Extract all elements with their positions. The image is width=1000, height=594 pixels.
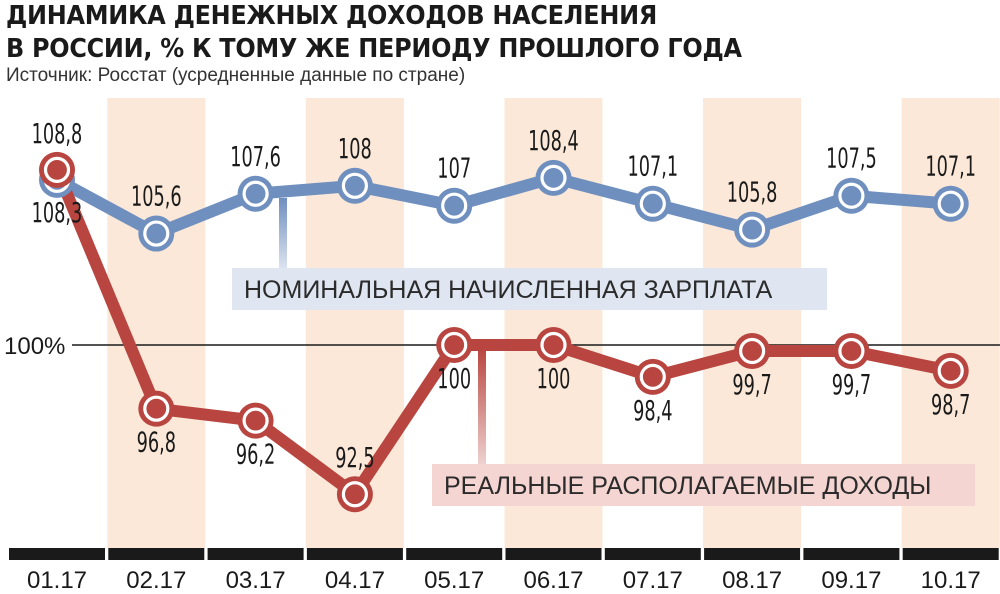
x-tick-label: 02.17 [126, 567, 186, 594]
axis-bar [902, 548, 999, 560]
x-tick-label: 08.17 [722, 567, 782, 594]
value-label-nominal: 105,6 [131, 180, 182, 212]
x-tick-label: 05.17 [424, 567, 484, 594]
axis-bar [108, 548, 205, 560]
axis-bar [207, 548, 304, 560]
x-tick-label: 01.17 [27, 567, 87, 594]
point-ring-real [738, 337, 766, 365]
series-label-box-real [432, 464, 975, 506]
axis-bar [406, 548, 503, 560]
point-ring-nominal [639, 190, 666, 217]
point-ring-real [441, 331, 468, 359]
x-tick-label: 10.17 [921, 567, 981, 594]
point-ring-real [639, 363, 666, 390]
value-labels: 108,3 105,6 107,6 108 107 108,4 107,1 105,8 107,… [32, 118, 976, 475]
point-ring-nominal [143, 220, 170, 247]
point-ring-nominal [838, 182, 865, 209]
x-tick-label: 04.17 [325, 567, 385, 594]
point-ring-nominal [937, 190, 964, 217]
point-ring-real [43, 156, 71, 183]
x-tick-label: 07.17 [623, 567, 683, 594]
value-label-real: 99,7 [732, 369, 771, 401]
value-label-real: 96,8 [137, 426, 176, 458]
connector-nominal [279, 198, 287, 268]
axis-bar [604, 548, 701, 560]
value-label-nominal: 107 [437, 152, 471, 184]
value-label-nominal: 107,5 [826, 142, 877, 174]
series-line-real [51, 163, 957, 501]
point-ring-real [242, 407, 269, 434]
series-label-box-nominal [232, 268, 827, 310]
point-ring-real [937, 357, 964, 384]
value-label-nominal: 108,4 [528, 125, 579, 157]
point-ring-real [341, 481, 368, 508]
axis-bar [505, 548, 602, 560]
series-lines [51, 163, 957, 501]
value-label-nominal: 107,1 [925, 150, 976, 182]
value-label-real: 108,8 [32, 118, 83, 150]
point-ring-nominal [540, 164, 567, 191]
series-points [39, 151, 969, 513]
series-line-nominal [51, 171, 957, 240]
reference-line-label: 100% [4, 333, 65, 360]
x-axis: 01.17 02.17 03.17 04.17 05.17 06.17 07.17 08.17… [9, 548, 999, 594]
value-label-nominal: 108 [338, 132, 372, 164]
series-label-boxes: НОМИНАЛЬНАЯ НАЧИСЛЕННАЯ ЗАРПЛАТА РЕАЛЬНЫЕ… [232, 268, 975, 506]
x-tick-label: 06.17 [523, 567, 583, 594]
chart-title-line-2: В РОССИИ, % К ТОМУ ЖЕ ПЕРИОДУ ПРОШЛОГО Г… [6, 34, 742, 64]
series-label-nominal: НОМИНАЛЬНАЯ НАЧИСЛЕННАЯ ЗАРПЛАТА [244, 276, 773, 304]
series-label-real: РЕАЛЬНЫЕ РАСПОЛАГАЕМЫЕ ДОХОДЫ [444, 472, 931, 500]
value-label-real: 99,7 [832, 369, 871, 401]
axis-bar [803, 548, 900, 560]
value-label-real: 96,2 [236, 438, 275, 470]
x-tick-label: 03.17 [226, 567, 286, 594]
x-tick-label: 09.17 [821, 567, 881, 594]
axis-bar [704, 548, 801, 560]
value-label-real: 98,4 [633, 395, 672, 427]
point-ring-real [143, 395, 170, 422]
value-label-nominal: 107,6 [230, 140, 281, 172]
value-label-real: 100 [437, 363, 471, 395]
axis-bar [9, 548, 105, 560]
value-label-real: 92,5 [335, 442, 374, 474]
value-label-nominal: 105,8 [727, 176, 778, 208]
value-label-real: 100 [537, 363, 571, 395]
point-ring-nominal [341, 172, 368, 199]
axis-bar [306, 548, 403, 560]
point-ring-nominal [441, 192, 468, 219]
connector-real [478, 348, 486, 464]
chart-source: Источник: Росстат (усредненные данные по… [6, 65, 466, 86]
chart-title: ДИНАМИКА ДЕНЕЖНЫХ ДОХОДОВ НАСЕЛЕНИЯ В РО… [6, 0, 742, 66]
value-label-nominal: 108,3 [32, 196, 83, 228]
label-connectors [279, 198, 486, 464]
chart-title-line-1: ДИНАМИКА ДЕНЕЖНЫХ ДОХОДОВ НАСЕЛЕНИЯ [6, 1, 657, 31]
point-ring-real [540, 331, 567, 359]
point-ring-nominal [738, 216, 766, 243]
point-ring-nominal [242, 180, 269, 207]
value-label-nominal: 107,1 [627, 150, 678, 182]
point-ring-real [838, 337, 865, 365]
value-label-real: 98,7 [931, 389, 970, 421]
